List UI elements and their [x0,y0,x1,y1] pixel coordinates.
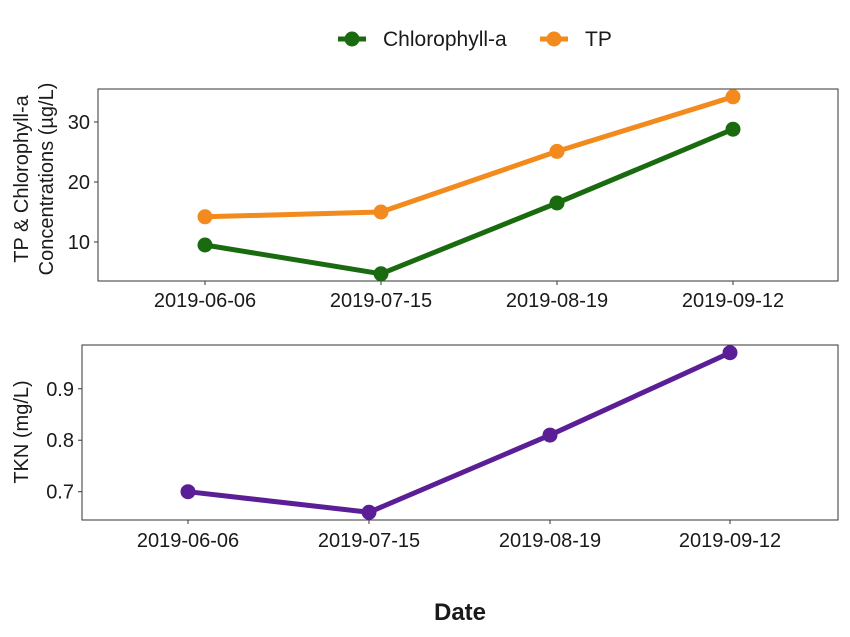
x-axis-title: Date [434,599,486,626]
data-point [373,204,389,220]
x-tick-label: 2019-09-12 [679,530,781,552]
legend-label-1: TP [585,28,612,51]
y-tick-label: 0.9 [46,379,74,401]
x-tick-label: 2019-07-15 [318,530,420,552]
y-axis-title: TKN (mg/L) [11,380,33,483]
series-line-1 [202,94,736,220]
x-tick-label: 2019-06-06 [154,290,256,312]
y-tick-label: 30 [68,112,90,134]
y-tick-label: 20 [68,172,90,194]
x-tick-label: 2019-07-15 [330,290,432,312]
data-point [373,266,389,282]
data-point [542,427,558,443]
legend-marker-1 [546,31,562,47]
plot-frame [97,88,839,282]
data-point [725,121,741,137]
data-point [722,345,738,361]
y-axis-title: Concentrations (µg/L) [36,83,58,276]
y-tick-label: 0.7 [46,482,74,504]
x-tick-label: 2019-08-19 [499,530,601,552]
series-line-0 [202,126,736,277]
series-line-0 [185,350,733,515]
top-panel: 10 20 30 2019-06-06 2019-07-15 2019-08-19 2019… [11,83,839,312]
data-point [180,484,196,500]
bottom-panel: 0.7 0.8 0.9 2019-06-06 2019-07-15 2019-08-19 2… [11,344,839,552]
x-tick-label: 2019-08-19 [506,290,608,312]
data-point [361,504,377,520]
data-point [725,89,741,105]
data-point [549,143,565,159]
y-tick-label: 0.8 [46,430,74,452]
legend: Chlorophyll-a TP [338,28,612,51]
y-axis-title: TP & Chlorophyll-a [11,94,33,262]
y-tick-label: 10 [68,232,90,254]
plot-frame [81,344,839,521]
legend-marker-0 [344,31,360,47]
data-point [197,237,213,253]
data-point [197,209,213,225]
x-tick-label: 2019-06-06 [137,530,239,552]
legend-label-0: Chlorophyll-a [383,28,507,51]
data-point [549,195,565,211]
x-tick-label: 2019-09-12 [682,290,784,312]
